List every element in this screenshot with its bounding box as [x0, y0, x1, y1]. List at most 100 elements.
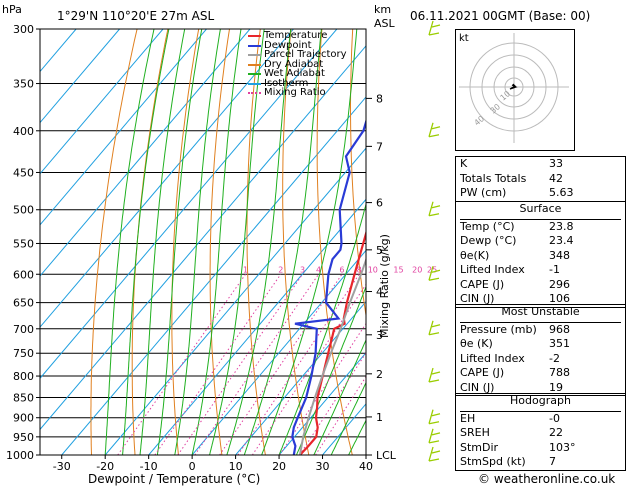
panel-row: EH -0 [456, 412, 625, 427]
panel-row-label: CIN (J) [460, 292, 495, 305]
panel-row-value: 7 [549, 455, 556, 468]
panel-row-label: SREH [460, 426, 490, 439]
panel-row: PW (cm) 5.63 [456, 186, 625, 201]
panel-row-label: StmDir [460, 440, 499, 454]
panel-row: SREH 22 [456, 426, 625, 441]
legend-label: Dry Adiabat [264, 58, 324, 70]
isotherm [235, 300, 366, 455]
wet-adiabat [226, 29, 292, 455]
wind-barb [428, 266, 441, 281]
legend-entry: Isotherm [248, 77, 347, 89]
panel-row-label: Lifted Index [460, 351, 525, 365]
pressure-tick-label: 450 [13, 166, 34, 179]
temp-tick-label: 40 [359, 460, 373, 473]
wet-adiabat [122, 29, 170, 455]
panel-row-value: 351 [549, 337, 570, 350]
wind-barb [428, 201, 441, 217]
panel-row-value: 348 [549, 248, 570, 262]
pressure-tick-label: 800 [13, 370, 34, 383]
panel-row-value: -2 [549, 351, 560, 365]
wind-barb [428, 409, 441, 425]
mixing-ratio-line [237, 273, 360, 455]
legend-entry: Dry Adiabat [248, 58, 347, 70]
legend-label: Wet Adiabat [264, 68, 325, 79]
panel-row-label: CAPE (J) [460, 277, 505, 291]
mixing-ratio-line [154, 273, 282, 455]
panel-row: StmSpd (kt) 7 [456, 455, 625, 470]
panel-row-value: 22 [549, 426, 563, 439]
panel-row: Totals Totals 42 [456, 172, 625, 187]
pressure-tick-label: 550 [13, 237, 34, 250]
legend-entry: Mixing Ratio [248, 88, 347, 98]
temp-tick-label: 10 [229, 460, 243, 473]
most-unstable-panel: Most Unstable Pressure (mb) 968 θe (K) 351 Li… [455, 304, 626, 396]
asl-label: ASL [374, 17, 395, 30]
hodo-trace [509, 83, 518, 90]
km-tick-label: 2 [376, 368, 383, 381]
panel-row: Temp (°C) 23.8 [456, 220, 625, 235]
wet-adiabat [209, 29, 265, 455]
legend-label: Mixing Ratio [264, 87, 326, 98]
series-line-temperature [299, 229, 366, 455]
datetime-title: 06.11.2021 00GMT (Base: 00) [410, 9, 591, 23]
wet-adiabat [313, 338, 366, 455]
km-tick-label: 6 [376, 197, 383, 210]
panel-row-value: 968 [549, 322, 570, 336]
panel-row-value: 23.4 [549, 234, 574, 247]
panel-title: Hodograph [510, 394, 571, 407]
wind-barb [428, 320, 441, 336]
indices-panel: K 33 Totals Totals 42 PW (cm) 5.63 [455, 156, 626, 202]
legend-entry: Wet Adiabat [248, 69, 347, 79]
legend-label: Parcel Trajectory [264, 49, 347, 60]
panel-row-value: 296 [549, 277, 570, 291]
panel-row-label: Pressure (mb) [460, 322, 537, 336]
panel-row-value: 106 [549, 292, 570, 305]
panel-row: θe(K) 348 [456, 249, 625, 264]
mixing-ratio-label: 10 [368, 265, 378, 274]
pressure-tick-label: 950 [13, 431, 34, 444]
isotherm [40, 29, 164, 175]
panel-row-label: CIN (J) [460, 380, 495, 394]
legend: Temperature Dewpoint Parcel Trajectory Dry … [248, 31, 347, 98]
panel-row-label: K [460, 157, 468, 170]
temp-tick-label: 0 [189, 460, 196, 473]
panel-row-value: 103° [549, 440, 576, 454]
panel-row: θe (K) 351 [456, 337, 625, 352]
temp-tick-label: 30 [316, 460, 330, 473]
mixing-ratio-line [279, 322, 366, 455]
footer-credit: © weatheronline.co.uk [478, 472, 616, 486]
wet-adiabat [191, 29, 242, 455]
legend-swatch [248, 44, 261, 47]
wet-adiabat [104, 29, 155, 455]
mixing-ratio-label: 4 [316, 265, 321, 274]
km-label: km [374, 3, 392, 16]
panel-row-label: θe(K) [460, 248, 490, 262]
pressure-tick-label: 650 [13, 297, 34, 310]
pressure-tick-label: 850 [13, 391, 34, 404]
pressure-tick-label: 600 [13, 268, 34, 281]
mixing-ratio-label: 2 [278, 265, 283, 274]
legend-label: Isotherm [264, 77, 309, 89]
km-tick-label: 7 [376, 140, 383, 153]
panel-row-value: 19 [549, 380, 563, 394]
km-tick-label: 1 [376, 411, 383, 424]
panel-title: Most Unstable [501, 305, 580, 318]
panel-row: CAPE (J) 788 [456, 366, 625, 381]
panel-row: CIN (J) 19 [456, 381, 625, 396]
panel-row: Pressure (mb) 968 [456, 323, 625, 338]
km-tick-label: 4 [376, 286, 383, 299]
panel-row-label: CAPE (J) [460, 366, 505, 379]
panel-row-value: 5.63 [549, 186, 574, 199]
pressure-tick-label: 900 [13, 412, 34, 425]
panel-row-value: -0 [549, 411, 560, 425]
hpa-label: hPa [2, 3, 22, 16]
legend-entry: Parcel Trajectory [248, 50, 347, 60]
panel-row-label: Temp (°C) [460, 219, 515, 233]
pressure-tick-label: 750 [13, 347, 34, 360]
panel-row-label: StmSpd (kt) [460, 455, 526, 468]
panel-row: CIN (J) 106 [456, 292, 625, 307]
isotherm [61, 96, 366, 455]
panel-row-value: 788 [549, 366, 570, 379]
wet-adiabat [330, 381, 366, 455]
